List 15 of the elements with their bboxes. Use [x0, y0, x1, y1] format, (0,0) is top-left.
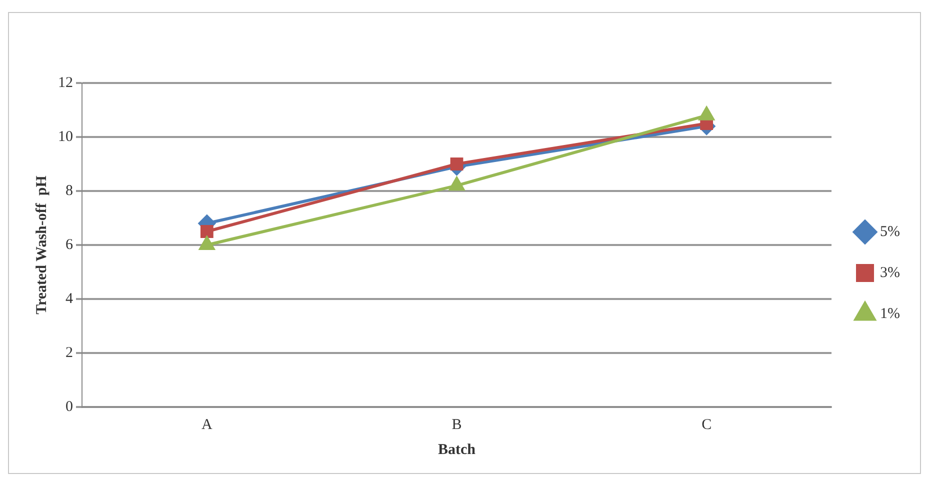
x-tick-label: C — [702, 416, 712, 433]
y-tick-label: 8 — [66, 182, 73, 199]
y-tick-label: 12 — [58, 74, 73, 91]
y-tick-label: 4 — [66, 290, 74, 307]
y-tick-label: 2 — [66, 344, 73, 361]
legend-label: 3% — [880, 264, 900, 281]
y-tick-label: 0 — [66, 398, 73, 415]
x-tick-label: A — [201, 416, 212, 433]
legend-label: 1% — [880, 306, 900, 322]
y-tick-label: 10 — [58, 128, 73, 145]
legend-label: 5% — [880, 224, 900, 240]
y-tick-label: 6 — [66, 236, 74, 253]
y-axis-title: Treated Wash-off pH — [34, 175, 50, 314]
x-tick-label: B — [452, 416, 462, 433]
x-axis-title: Batch — [438, 442, 476, 458]
